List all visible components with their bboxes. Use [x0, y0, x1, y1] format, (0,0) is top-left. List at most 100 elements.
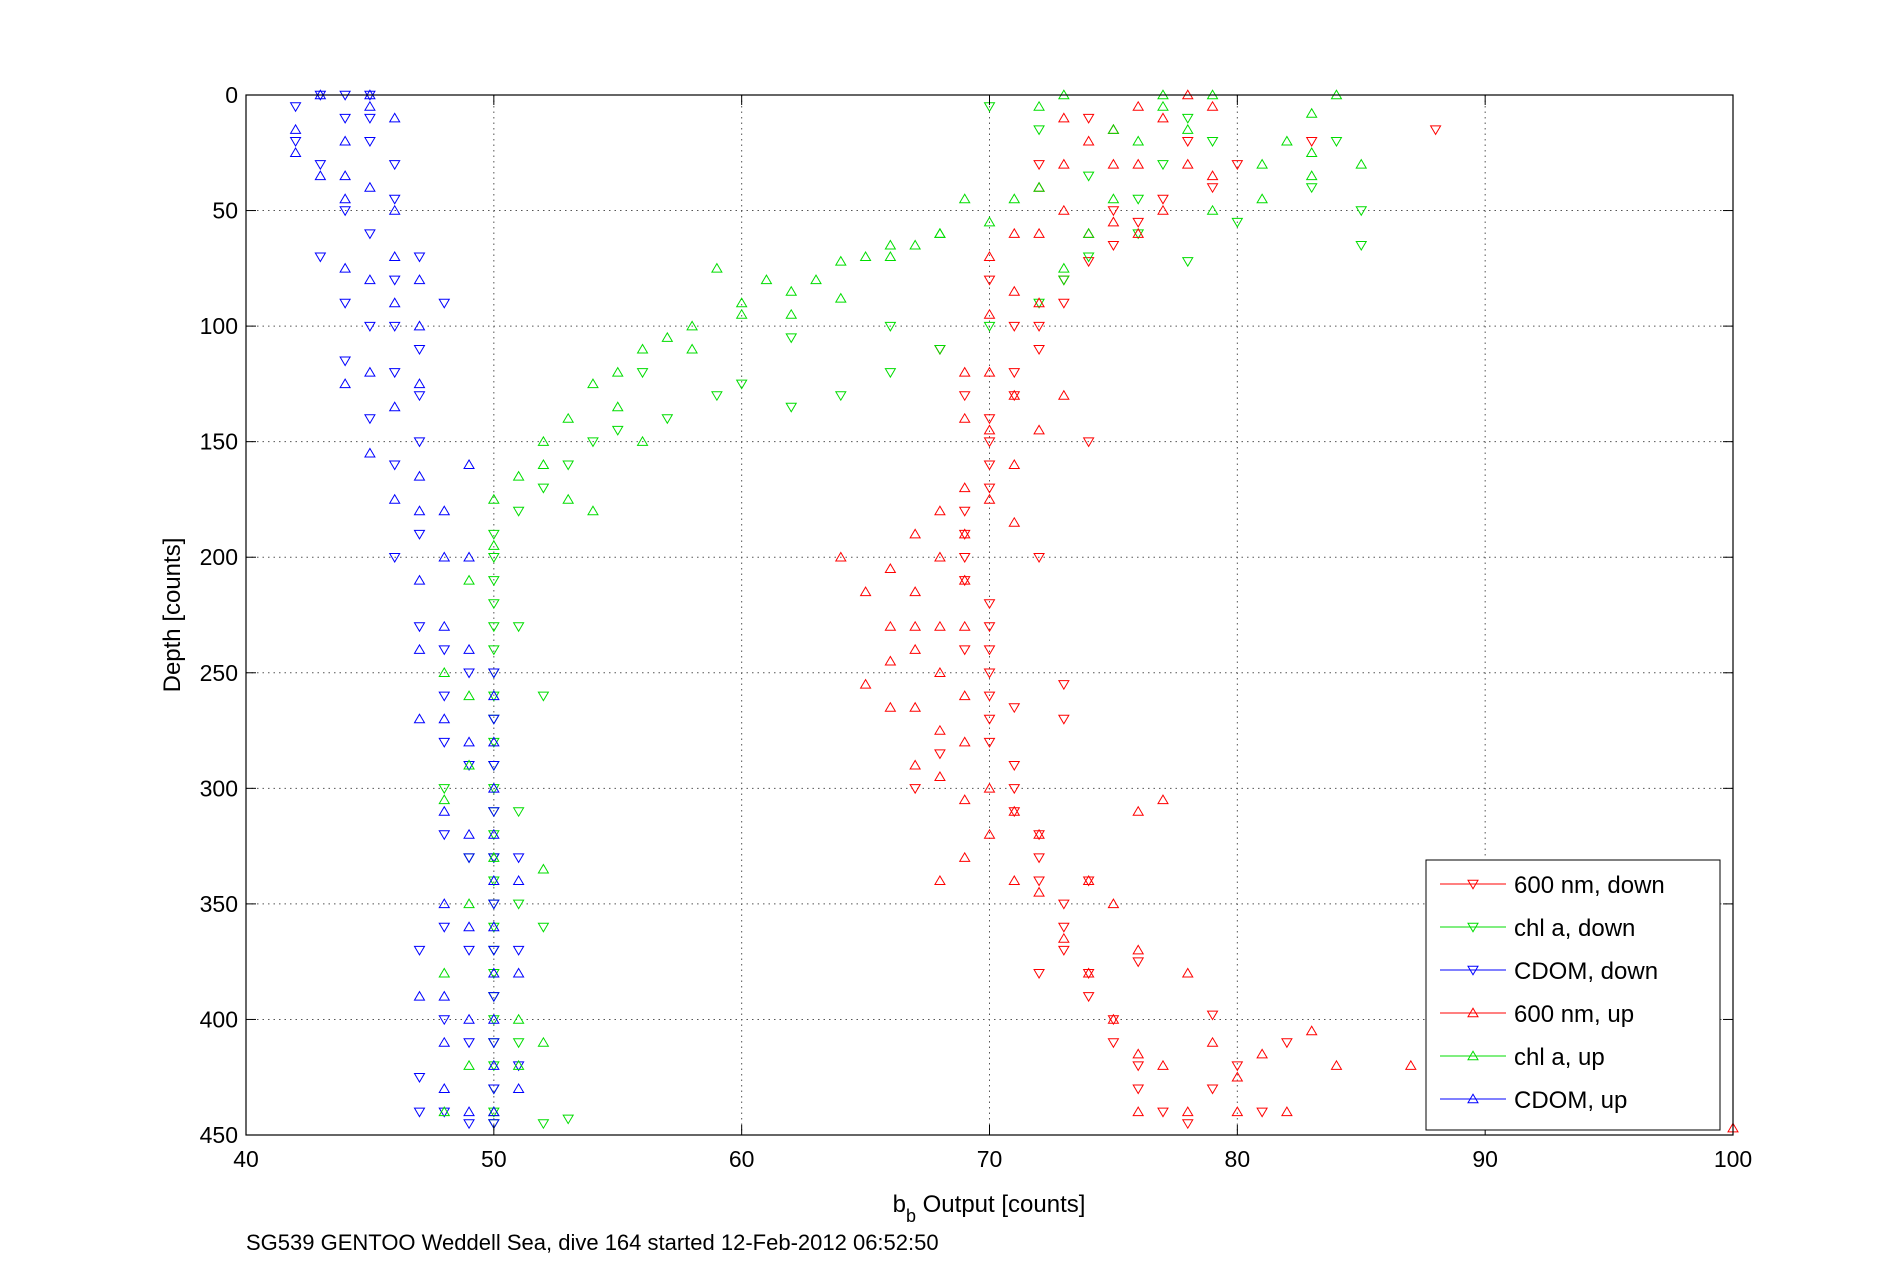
data-point-series-1 [1157, 160, 1169, 171]
data-point-series-1 [611, 425, 624, 436]
data-point-series-3 [1157, 204, 1169, 215]
data-point-series-2 [487, 945, 500, 956]
data-point-series-0 [983, 599, 996, 610]
data-point-series-0 [1057, 922, 1070, 933]
x-tick-label: 60 [729, 1146, 755, 1172]
data-point-series-0 [958, 645, 971, 656]
data-point-series-1 [1181, 113, 1194, 124]
data-point-series-5 [413, 320, 426, 331]
data-point-series-2 [438, 1015, 451, 1026]
data-point-series-4 [1132, 135, 1145, 146]
data-point-series-3 [1231, 1071, 1244, 1082]
data-point-series-2 [487, 668, 500, 679]
data-point-series-3 [1033, 828, 1045, 839]
data-point-series-4 [834, 292, 847, 303]
x-axis-label: bb Output [counts] [893, 1191, 1086, 1226]
data-point-series-4 [537, 863, 550, 874]
data-point-series-0 [958, 552, 971, 563]
legend: 600 nm, down chl a, down CDOM, down 600 nm,… [1425, 859, 1721, 1131]
data-point-series-3 [1157, 1059, 1169, 1070]
data-point-series-3 [934, 724, 946, 735]
data-point-series-2 [487, 1119, 500, 1130]
data-point-series-2 [487, 1038, 500, 1049]
data-point-series-4 [587, 505, 599, 516]
data-point-series-5 [438, 505, 451, 516]
data-point-series-2 [438, 691, 451, 702]
data-point-series-0 [1107, 240, 1120, 251]
data-point-series-5 [512, 1083, 525, 1094]
data-point-series-3 [1181, 967, 1194, 978]
y-tick-label: 100 [200, 313, 238, 339]
data-point-series-3 [909, 528, 922, 539]
data-point-series-3 [1132, 1048, 1145, 1059]
y-axis-label: Depth [counts] [159, 538, 186, 693]
data-point-series-1 [1132, 229, 1145, 240]
data-point-series-0 [1082, 113, 1095, 124]
data-point-series-5 [487, 828, 500, 839]
legend-entry-label: chl a, up [1514, 1044, 1605, 1071]
legend-entry-label: CDOM, down [1514, 958, 1658, 985]
data-point-series-2 [364, 136, 376, 147]
data-point-series-4 [537, 459, 550, 470]
data-point-series-2 [438, 298, 451, 309]
data-point-series-1 [537, 691, 550, 702]
data-point-series-2 [289, 102, 302, 113]
data-point-series-5 [388, 297, 401, 308]
data-point-series-2 [413, 1072, 426, 1083]
data-point-series-5 [289, 123, 302, 134]
data-point-series-0 [1033, 968, 1045, 979]
data-point-series-1 [562, 1114, 575, 1125]
data-point-series-3 [983, 782, 996, 793]
data-point-series-4 [438, 794, 451, 805]
data-point-series-0 [1429, 125, 1442, 136]
data-point-series-1 [487, 968, 500, 979]
data-point-series-0 [1057, 680, 1070, 691]
data-point-series-1 [785, 333, 798, 344]
data-point-series-5 [413, 378, 426, 389]
data-point-series-1 [512, 1038, 525, 1049]
data-point-series-3 [1330, 1059, 1343, 1070]
data-point-series-2 [314, 252, 327, 263]
data-point-series-4 [487, 851, 500, 862]
data-point-series-0 [958, 576, 971, 587]
data-point-series-4 [1033, 100, 1045, 111]
data-point-series-3 [909, 620, 922, 631]
x-tick-label: 80 [1225, 1146, 1251, 1172]
x-tick-label: 50 [481, 1146, 507, 1172]
data-point-series-3 [1132, 100, 1145, 111]
data-point-series-0 [1033, 552, 1045, 563]
data-point-series-0 [983, 414, 996, 425]
data-point-series-5 [463, 459, 475, 470]
data-point-series-4 [1256, 158, 1268, 169]
data-point-series-2 [463, 945, 475, 956]
data-point-series-3 [958, 412, 971, 423]
data-point-series-5 [314, 170, 327, 181]
data-point-series-5 [463, 551, 475, 562]
data-point-series-1 [934, 344, 946, 355]
data-point-series-0 [983, 437, 996, 448]
data-point-series-5 [413, 643, 426, 654]
data-point-series-3 [1057, 932, 1070, 943]
data-point-series-4 [438, 1106, 451, 1117]
data-point-series-5 [364, 274, 376, 285]
data-point-series-3 [1033, 297, 1045, 308]
data-point-series-0 [958, 506, 971, 517]
data-point-series-3 [934, 551, 946, 562]
legend-marker [1467, 879, 1479, 890]
y-tick-label: 0 [225, 82, 238, 108]
data-point-series-0 [1132, 217, 1145, 228]
data-point-series-4 [1206, 204, 1219, 215]
data-point-series-3 [1107, 898, 1120, 909]
data-point-series-2 [339, 206, 352, 217]
data-point-series-2 [364, 113, 376, 124]
data-point-series-5 [339, 135, 352, 146]
data-point-series-4 [1008, 193, 1021, 204]
data-point-series-1 [512, 622, 525, 633]
data-point-series-5 [487, 921, 500, 932]
data-point-series-3 [909, 759, 922, 770]
data-point-series-4 [1355, 158, 1368, 169]
data-point-series-1 [1355, 206, 1368, 217]
data-point-series-4 [463, 1059, 475, 1070]
data-point-series-2 [413, 252, 426, 263]
